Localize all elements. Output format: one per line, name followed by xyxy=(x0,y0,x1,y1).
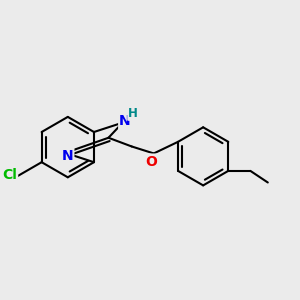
Text: Cl: Cl xyxy=(2,168,17,182)
Text: H: H xyxy=(128,107,138,120)
Text: N: N xyxy=(62,149,74,163)
Text: N: N xyxy=(119,115,131,128)
Text: O: O xyxy=(146,154,158,169)
